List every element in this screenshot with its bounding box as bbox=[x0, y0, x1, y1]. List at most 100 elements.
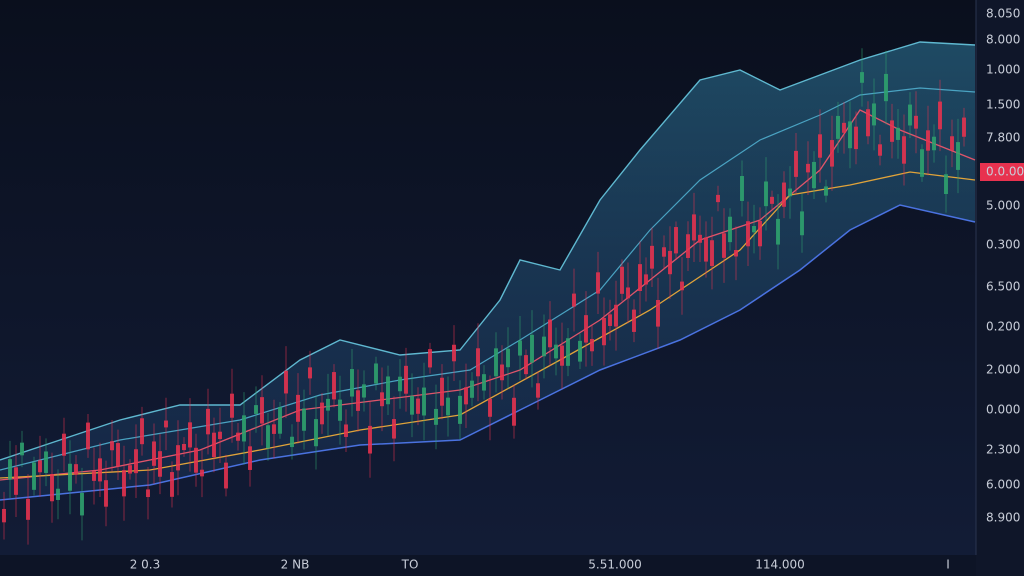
candle-body bbox=[638, 264, 642, 292]
candle-body bbox=[704, 237, 708, 262]
candle-body bbox=[692, 214, 696, 241]
price-label: 0.200 bbox=[986, 320, 1020, 334]
candle-body bbox=[656, 299, 660, 327]
candle-body bbox=[926, 130, 930, 151]
candle-body bbox=[386, 376, 390, 405]
candle-body bbox=[170, 472, 174, 497]
candle-body bbox=[476, 348, 480, 377]
candle-body bbox=[776, 218, 780, 245]
candle-body bbox=[506, 348, 510, 368]
time-label: 2 NB bbox=[281, 558, 310, 572]
candle-body bbox=[512, 397, 516, 426]
candle-body bbox=[206, 408, 210, 435]
candle-body bbox=[410, 395, 414, 415]
candle-body bbox=[800, 211, 804, 236]
candle-body bbox=[242, 415, 246, 442]
candle-body bbox=[14, 467, 18, 495]
candle-body bbox=[134, 449, 138, 474]
candle-body bbox=[560, 345, 564, 366]
candle-body bbox=[152, 441, 156, 466]
candle-body bbox=[626, 287, 630, 299]
candle-body bbox=[98, 458, 102, 482]
candle-body bbox=[716, 194, 720, 203]
candle-body bbox=[872, 103, 876, 126]
candle-body bbox=[128, 465, 132, 474]
price-label: 0.000 bbox=[986, 403, 1020, 417]
candle-body bbox=[836, 115, 840, 139]
candle-body bbox=[602, 317, 606, 346]
candle-body bbox=[326, 398, 330, 411]
candle-body bbox=[764, 181, 768, 207]
price-label: 7.800 bbox=[986, 131, 1020, 145]
candle-body bbox=[236, 432, 240, 441]
time-label: 5.51.000 bbox=[588, 558, 641, 572]
price-label: 0.0.00 bbox=[986, 165, 1024, 179]
candle-body bbox=[680, 281, 684, 291]
candle-body bbox=[644, 274, 648, 285]
candle-body bbox=[482, 374, 486, 391]
candle-body bbox=[38, 460, 42, 473]
candle-body bbox=[788, 188, 792, 197]
price-label: 8.050 bbox=[986, 7, 1020, 21]
candle-body bbox=[572, 293, 576, 307]
candle-body bbox=[194, 447, 198, 473]
candle-body bbox=[878, 144, 882, 156]
candle-body bbox=[68, 463, 72, 491]
time-label: TO bbox=[401, 558, 419, 572]
candle-body bbox=[662, 247, 666, 257]
candle-body bbox=[260, 397, 264, 424]
candle-body bbox=[722, 233, 726, 258]
candle-body bbox=[470, 380, 474, 398]
candle-body bbox=[932, 136, 936, 151]
candle-body bbox=[176, 445, 180, 471]
candle-body bbox=[596, 272, 600, 294]
candle-body bbox=[254, 405, 258, 414]
candle-body bbox=[848, 121, 852, 149]
candle-body bbox=[296, 394, 300, 422]
candle-body bbox=[230, 393, 234, 418]
candle-body bbox=[290, 436, 294, 448]
candle-body bbox=[908, 104, 912, 126]
candle-body bbox=[740, 176, 744, 201]
candle-body bbox=[674, 227, 678, 254]
candles bbox=[2, 48, 966, 545]
current-price-tag bbox=[980, 163, 1024, 181]
candle-body bbox=[440, 377, 444, 406]
candle-body bbox=[632, 309, 636, 332]
candle-body bbox=[956, 142, 960, 170]
candle-body bbox=[548, 319, 552, 348]
price-label: 6.000 bbox=[986, 478, 1020, 492]
candle-body bbox=[404, 365, 408, 394]
candle-body bbox=[902, 136, 906, 164]
candle-body bbox=[770, 196, 774, 204]
candle-body bbox=[212, 432, 216, 458]
candle-body bbox=[20, 442, 24, 456]
candle-body bbox=[752, 226, 756, 233]
candle-body bbox=[614, 304, 618, 327]
candle-body bbox=[584, 315, 588, 343]
candle-body bbox=[818, 134, 822, 158]
candle-body bbox=[884, 73, 888, 102]
candle-body bbox=[422, 387, 426, 416]
candle-body bbox=[830, 140, 834, 167]
candle-body bbox=[2, 508, 6, 523]
candle-body bbox=[530, 334, 534, 363]
candle-body bbox=[500, 364, 504, 381]
candle-body bbox=[710, 240, 714, 266]
candle-body bbox=[536, 383, 540, 398]
candle-body bbox=[266, 425, 270, 449]
candle-body bbox=[524, 355, 528, 375]
candle-body bbox=[938, 101, 942, 130]
candle-body bbox=[464, 387, 468, 405]
candle-body bbox=[620, 266, 624, 294]
candle-body bbox=[44, 451, 48, 473]
candle-body bbox=[56, 488, 60, 500]
candle-body bbox=[182, 443, 186, 451]
time-label: I bbox=[946, 558, 950, 572]
candle-body bbox=[302, 408, 306, 431]
candle-body bbox=[188, 422, 192, 448]
candle-body bbox=[8, 459, 12, 480]
candle-body bbox=[146, 489, 150, 498]
candle-body bbox=[860, 72, 864, 83]
candle-body bbox=[104, 480, 108, 507]
